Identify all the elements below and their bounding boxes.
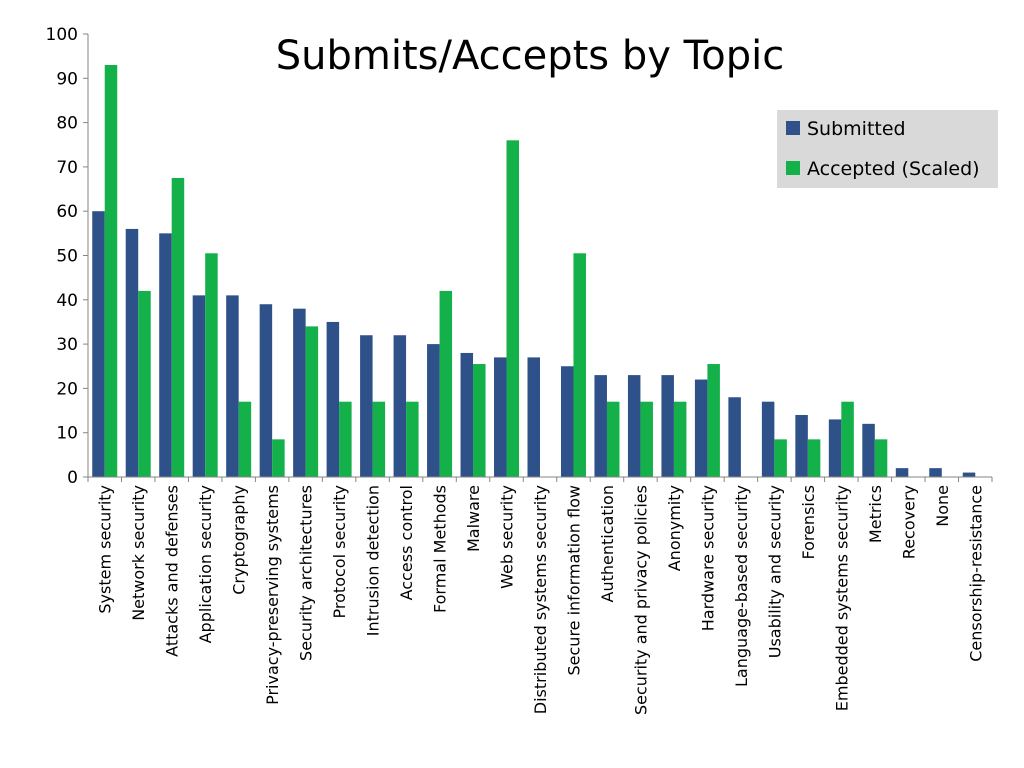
x-tick-label-access-control: Access control [397,485,416,600]
x-tick-label-network-security: Network security [129,485,148,621]
x-tick-label-formal-methods: Formal Methods [431,485,450,613]
bar-submitted-anonymity [661,375,674,477]
bar-accepted-scaled-security-architectures [305,326,319,477]
x-tick-label-distributed-systems-security: Distributed systems security [531,485,550,714]
bar-submitted-application-security [192,295,206,477]
x-tick-label-intrusion-detection: Intrusion detection [364,485,383,636]
bar-submitted-cryptography [226,295,239,477]
x-tick-label-protocol-security: Protocol security [330,485,349,618]
y-tick-label: 30 [56,335,78,355]
bar-accepted-scaled-network-security [138,290,151,477]
bar-submitted-network-security [125,228,139,477]
bar-accepted-scaled-attacks-and-defenses [171,177,185,477]
bar-submitted-intrusion-detection [360,335,373,477]
x-tick-label-authentication: Authentication [598,485,617,602]
bar-submitted-formal-methods [427,344,440,477]
bar-submitted-privacy-preserving-systems [259,304,273,477]
bar-submitted-protocol-security [326,321,340,477]
chart-title: Submits/Accepts by Topic [276,33,784,79]
x-tick-label-embedded-systems-security: Embedded systems security [832,485,851,711]
bar-submitted-security-and-privacy-policies [627,375,641,477]
x-tick-label-attacks-and-defenses: Attacks and defenses [163,485,182,657]
bar-accepted-scaled-embedded-systems-security [841,401,854,477]
y-tick-label: 80 [56,114,78,134]
bar-submitted-distributed-systems-security [527,357,540,477]
bar-submitted-recovery [895,468,909,477]
bar-accepted-scaled-web-security [506,140,520,477]
legend-label-accepted: Accepted (Scaled) [807,158,980,180]
x-tick-label-forensics: Forensics [799,485,818,560]
bar-submitted-access-control [393,335,407,477]
x-tick-label-web-security: Web security [498,485,517,589]
bar-accepted-scaled-authentication [606,401,620,477]
bar-submitted-malware [460,352,474,477]
bar-accepted-scaled-hardware-security [707,364,720,477]
plot-area: 0 10 20 30 40 50 60 70 80 90 100 System security Net… [46,25,993,715]
y-tick-label: 90 [56,69,78,89]
y-tick-label: 100 [46,25,78,45]
x-tick-label-application-security: Application security [196,485,215,643]
bar-accepted-scaled-malware [473,364,486,477]
bar-accepted-scaled-protocol-security [339,401,352,477]
bar-accepted-scaled-forensics [807,439,821,477]
bar-accepted-scaled-secure-information-flow [573,253,586,477]
bar-submitted-embedded-systems-security [828,419,842,477]
y-tick-label: 50 [56,247,78,267]
bar-submitted-none [929,468,942,477]
bar-submitted-authentication [594,375,607,477]
x-tick-label-none: None [933,485,952,527]
x-tick-label-language-based-security: Language-based security [732,485,751,687]
bar-accepted-scaled-access-control [406,401,419,477]
x-tick-label-security-and-privacy-policies: Security and privacy policies [631,485,650,715]
bar-submitted-metrics [862,423,875,477]
y-tick-label: 20 [56,379,78,399]
bar-submitted-security-architectures [293,308,306,477]
bar-accepted-scaled-metrics [874,439,888,477]
x-tick-label-security-architectures: Security architectures [297,485,316,661]
x-tick-label-cryptography: Cryptography [230,485,249,595]
bar-accepted-scaled-system-security [104,65,118,477]
x-tick-label-system-security: System security [96,485,115,614]
x-tick-label-metrics: Metrics [866,485,885,543]
bar-submitted-web-security [494,357,507,477]
x-tick-label-recovery: Recovery [899,485,918,559]
legend-swatch-submitted [786,121,800,135]
bar-submitted-attacks-and-defenses [159,233,172,477]
bar-submitted-secure-information-flow [560,366,574,477]
bar-submitted-system-security [92,211,105,477]
y-tick-label: 70 [56,158,78,178]
x-tick-label-secure-information-flow: Secure information flow [564,485,583,675]
bar-accepted-scaled-cryptography [238,401,252,477]
bar-submitted-language-based-security [728,397,741,477]
x-tick-label-censorship-resistance: Censorship-resistance [966,485,985,662]
bar-accepted-scaled-application-security [205,253,218,477]
x-tick-label-privacy-preserving-systems: Privacy-preserving systems [263,485,282,705]
bar-submitted-usability-and-security [761,401,775,477]
legend-swatch-accepted [786,161,800,175]
bar-accepted-scaled-formal-methods [439,290,453,477]
bar-accepted-scaled-privacy-preserving-systems [272,439,285,477]
legend-box [777,110,998,188]
bar-accepted-scaled-security-and-privacy-policies [640,401,653,477]
x-tick-label-anonymity: Anonymity [665,485,684,571]
bar-accepted-scaled-intrusion-detection [372,401,386,477]
x-tick-label-hardware-security: Hardware security [698,485,717,631]
y-tick-label: 10 [56,424,78,444]
legend-label-submitted: Submitted [807,118,906,140]
bar-submitted-censorship-resistance [962,472,976,477]
y-tick-label: 60 [56,202,78,222]
x-tick-label-malware: Malware [464,485,483,552]
legend: Submitted Accepted (Scaled) [777,110,998,188]
y-tick-label: 40 [56,291,78,311]
bar-accepted-scaled-usability-and-security [774,439,787,477]
bar-accepted-scaled-anonymity [673,401,687,477]
x-tick-label-usability-and-security: Usability and security [765,485,784,658]
bar-submitted-hardware-security [694,379,708,477]
y-tick-label: 0 [67,468,78,488]
bar-submitted-forensics [795,414,808,477]
